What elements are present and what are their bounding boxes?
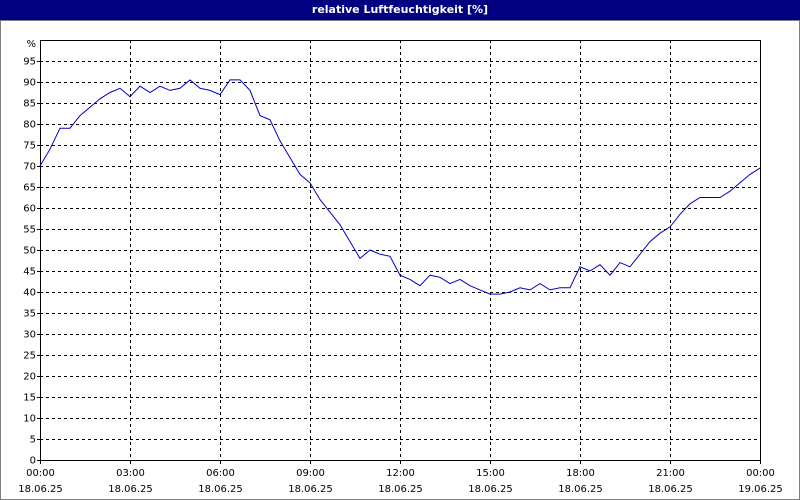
x-tick-label: 06:00 [206,468,235,479]
x-tick-date: 18.06.25 [108,484,153,495]
y-tick-label: 50 [23,246,36,257]
x-tick-label: 00:00 [746,468,775,479]
x-tick-label: 09:00 [296,468,325,479]
x-tick-label: 03:00 [116,468,145,479]
y-tick-label: 55 [23,225,36,236]
y-tick-label: 95 [23,57,36,68]
y-tick-label: 65 [23,183,36,194]
x-tick-label: 00:00 [26,468,55,479]
x-tick-date: 18.06.25 [18,484,63,495]
window-frame [0,20,800,500]
y-tick-label: 40 [23,288,36,299]
x-tick-label: 15:00 [476,468,505,479]
x-tick-date: 18.06.25 [468,484,513,495]
y-tick-label: 45 [23,267,36,278]
y-tick-label: 15 [23,393,36,404]
y-axis-label: % [26,39,36,50]
x-tick-label: 18:00 [566,468,595,479]
x-tick-date: 18.06.25 [288,484,333,495]
x-tick-date: 19.06.25 [738,484,783,495]
y-tick-label: 0 [30,456,36,467]
y-tick-label: 60 [23,204,36,215]
chart-title: relative Luftfeuchtigkeit [%] [312,3,488,16]
y-tick-label: 30 [23,330,36,341]
y-tick-label: 70 [23,162,36,173]
y-tick-label: 85 [23,99,36,110]
y-tick-label: 90 [23,78,36,89]
y-tick-label: 10 [23,414,36,425]
x-tick-date: 18.06.25 [648,484,693,495]
y-tick-label: 35 [23,309,36,320]
x-tick-label: 21:00 [656,468,685,479]
title-bar [0,0,800,20]
line [39,79,761,295]
y-tick-label: 75 [23,141,36,152]
plot-frame [40,40,761,461]
y-tick-label: 25 [23,351,36,362]
x-tick-date: 18.06.25 [378,484,423,495]
y-tick-label: 5 [30,435,36,446]
x-tick-label: 12:00 [386,468,415,479]
x-tick-date: 18.06.25 [198,484,243,495]
y-tick-label: 80 [23,120,36,131]
y-tick-label: 20 [23,372,36,383]
x-tick-date: 18.06.25 [558,484,603,495]
